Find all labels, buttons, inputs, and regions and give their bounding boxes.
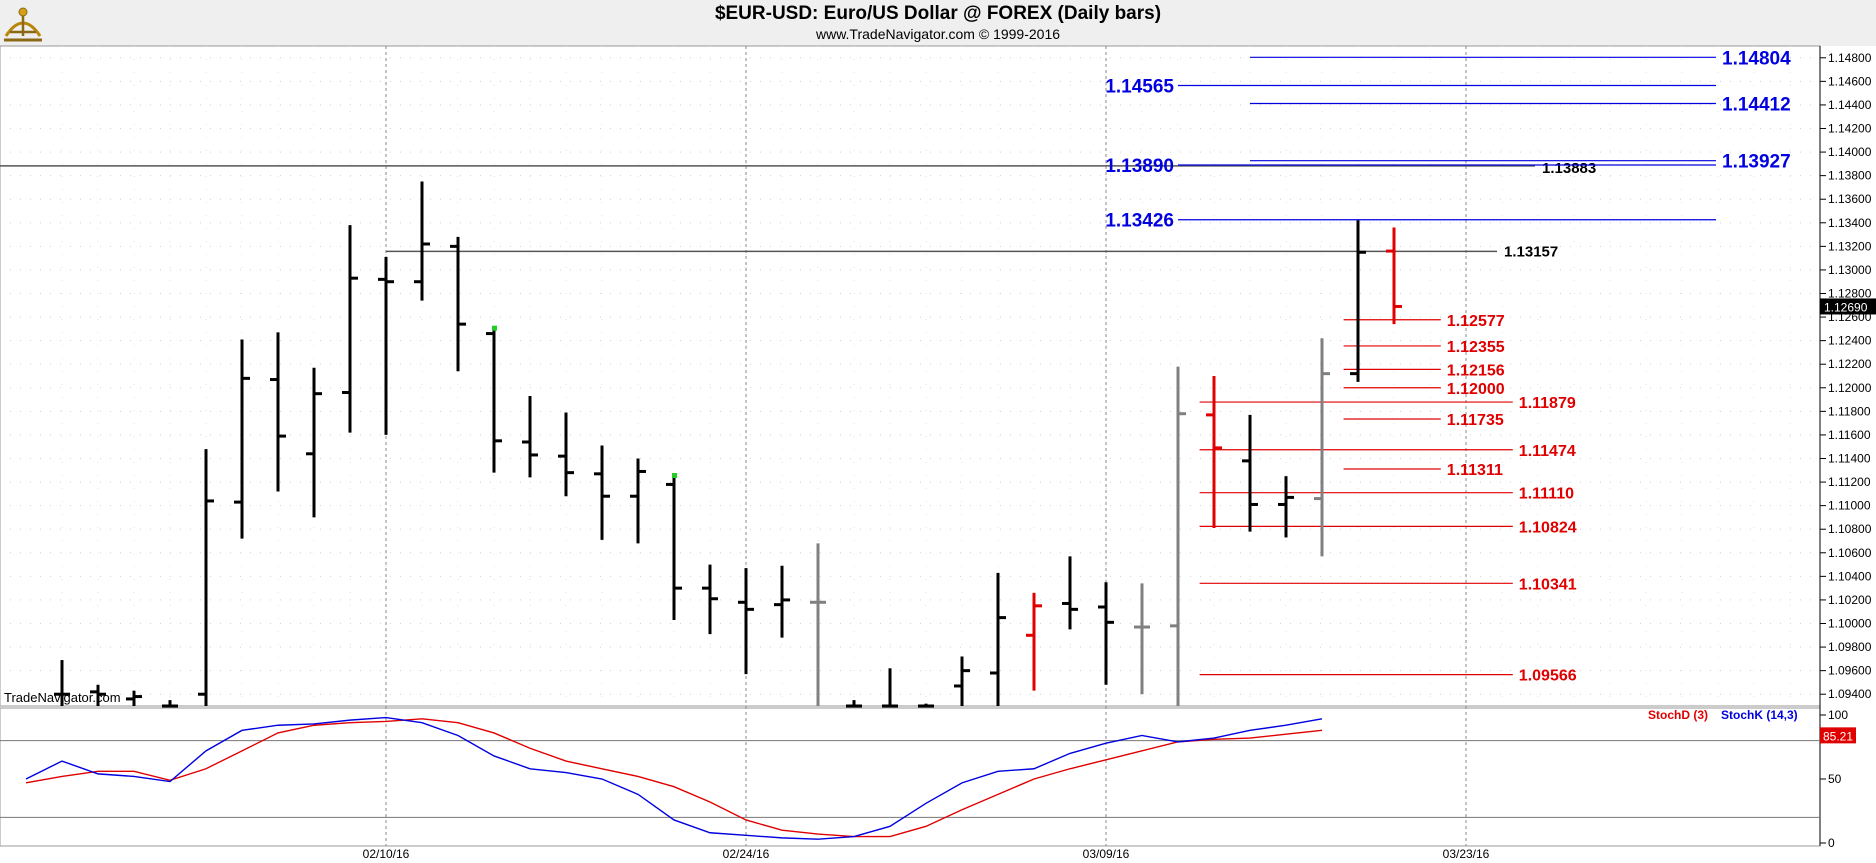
stoch-y-tick-label: 50: [1828, 772, 1842, 786]
y-tick-label: 1.10000: [1828, 617, 1872, 631]
chart-title: $EUR-USD: Euro/US Dollar @ FOREX (Daily …: [714, 3, 1162, 24]
stochd-legend: StochD (3): [1648, 708, 1708, 722]
stoch-last-label: 85.21: [1823, 729, 1853, 743]
stochk-legend: StochK (14,3): [1721, 708, 1798, 722]
x-tick-label: 03/23/16: [1443, 847, 1490, 861]
y-tick-label: 1.14000: [1828, 145, 1872, 159]
support-label: 1.10341: [1519, 576, 1577, 593]
price-panel-frame: [0, 45, 1821, 707]
signal-dot: [492, 325, 497, 331]
y-tick-label: 1.10600: [1828, 546, 1872, 560]
x-tick-label: 02/24/16: [723, 847, 770, 861]
support-label: 1.11474: [1519, 443, 1576, 460]
y-tick-label: 1.10400: [1828, 569, 1872, 583]
y-tick-label: 1.11800: [1828, 404, 1871, 418]
y-tick-label: 1.11400: [1828, 452, 1871, 466]
support-label: 1.12355: [1447, 339, 1505, 356]
support-label: 1.10824: [1519, 519, 1577, 536]
y-tick-label: 1.12000: [1828, 381, 1872, 395]
watermark-label: TradeNavigator.com: [4, 690, 121, 705]
y-tick-label: 1.09800: [1828, 640, 1872, 654]
y-tick-label: 1.13200: [1828, 239, 1872, 253]
y-tick-label: 1.14400: [1828, 98, 1872, 112]
y-tick-label: 1.12400: [1828, 334, 1872, 348]
resistance-label: 1.13890: [1105, 156, 1174, 177]
resistance-label: 1.13927: [1722, 152, 1791, 173]
stoch-last-box: [1820, 727, 1856, 744]
support-label: 1.11311: [1447, 462, 1503, 479]
stoch-panel-frame: [0, 707, 1821, 847]
last-price-box: [1820, 298, 1876, 315]
resistance-label: 1.13426: [1105, 211, 1174, 232]
y-tick-label: 1.11000: [1828, 499, 1871, 513]
y-tick-label: 1.13600: [1828, 192, 1872, 206]
last-price-label: 1.12690: [1824, 300, 1868, 314]
support-label: 1.11879: [1519, 395, 1576, 412]
y-tick-label: 1.12800: [1828, 287, 1872, 301]
support-label: 1.12000: [1447, 381, 1505, 398]
y-tick-label: 1.13800: [1828, 169, 1872, 183]
chart-subtitle: www.TradeNavigator.com © 1999-2016: [815, 26, 1061, 42]
stoch-series-line: [25, 718, 1323, 838]
y-tick-label: 1.10200: [1828, 593, 1872, 607]
resistance-label: 1.14412: [1722, 95, 1791, 116]
stoch-y-tick-label: 100: [1828, 708, 1848, 722]
y-tick-label: 1.11600: [1828, 428, 1871, 442]
support-label: 1.11735: [1447, 412, 1504, 429]
sextant-logo-icon: [4, 7, 42, 42]
support-label: 1.09566: [1519, 668, 1577, 685]
stoch-series-line: [25, 716, 1323, 840]
stoch-y-tick-label: 0: [1828, 836, 1835, 850]
y-tick-label: 1.14600: [1828, 74, 1872, 88]
support-label: 1.11110: [1519, 486, 1574, 503]
y-tick-label: 1.09400: [1828, 687, 1872, 701]
x-tick-label: 03/09/16: [1083, 847, 1130, 861]
y-tick-label: 1.10800: [1828, 522, 1872, 536]
y-tick-label: 1.13000: [1828, 263, 1872, 277]
y-tick-label: 1.14800: [1828, 51, 1872, 65]
pivot-label: 1.13883: [1542, 160, 1596, 177]
chart-header: $EUR-USD: Euro/US Dollar @ FOREX (Daily …: [0, 0, 1876, 46]
y-tick-label: 1.13400: [1828, 216, 1872, 230]
support-label: 1.12577: [1447, 313, 1505, 330]
signal-dot: [672, 473, 677, 478]
pivot-label: 1.13157: [1504, 243, 1558, 260]
y-tick-label: 1.09600: [1828, 664, 1872, 678]
resistance-label: 1.14565: [1105, 76, 1174, 97]
y-tick-label: 1.11200: [1828, 475, 1871, 489]
support-label: 1.12156: [1447, 362, 1505, 379]
y-tick-label: 1.14200: [1828, 122, 1872, 136]
resistance-label: 1.14804: [1722, 48, 1791, 69]
y-tick-label: 1.12200: [1828, 357, 1872, 371]
x-tick-label: 02/10/16: [363, 847, 410, 861]
